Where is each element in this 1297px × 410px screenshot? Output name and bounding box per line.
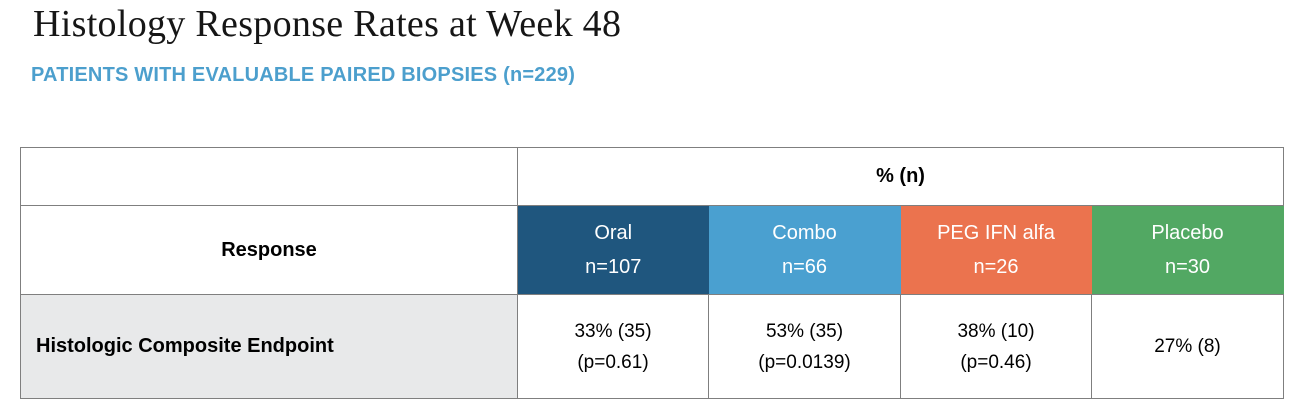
cell-value: 53% (35) (765, 320, 844, 342)
column-header-placebo: Placebo n=30 (1091, 205, 1284, 295)
cell-pvalue: (p=0.0139) (758, 351, 851, 373)
cell-value: 38% (10) (957, 320, 1035, 342)
column-header-name: PEG IFN alfa (937, 222, 1055, 244)
response-column-header: Response (20, 205, 518, 295)
page-subtitle: PATIENTS WITH EVALUABLE PAIRED BIOPSIES … (31, 64, 576, 86)
table-row: % (n) (20, 147, 1285, 206)
data-cell-peg-ifn-alfa: 38% (10) (p=0.46) (900, 294, 1092, 399)
column-header-n: n=30 (1164, 256, 1211, 278)
data-cell-placebo: 27% (8) (1090, 294, 1285, 399)
row-label-histologic-composite-endpoint: Histologic Composite Endpoint (20, 294, 518, 399)
cell-pvalue: (p=0.46) (960, 351, 1032, 373)
column-header-n: n=107 (585, 256, 642, 278)
data-cell-oral: 33% (35) (p=0.61) (517, 294, 709, 399)
percent-n-header: % (n) (516, 147, 1285, 206)
column-header-n: n=26 (973, 256, 1019, 278)
column-header-oral: Oral n=107 (517, 205, 709, 295)
table-row: Histologic Composite Endpoint 33% (35) (… (20, 294, 1285, 399)
response-rates-table: % (n) Response Oral n=107 Combo n=66 PEG… (20, 147, 1285, 399)
column-header-peg-ifn-alfa: PEG IFN alfa n=26 (900, 205, 1092, 295)
cell-value: 27% (8) (1154, 336, 1221, 357)
column-header-name: Oral (594, 222, 633, 244)
column-header-name: Placebo (1151, 222, 1224, 244)
data-cell-combo: 53% (35) (p=0.0139) (708, 294, 901, 399)
page-title: Histology Response Rates at Week 48 (33, 3, 622, 45)
cell-pvalue: (p=0.61) (577, 351, 649, 373)
table-row: Response Oral n=107 Combo n=66 PEG IFN a… (20, 205, 1284, 295)
column-header-n: n=66 (781, 256, 828, 278)
column-header-combo: Combo n=66 (708, 205, 901, 295)
column-header-name: Combo (772, 222, 837, 244)
corner-empty-cell (20, 147, 518, 206)
cell-value: 33% (35) (574, 320, 652, 342)
